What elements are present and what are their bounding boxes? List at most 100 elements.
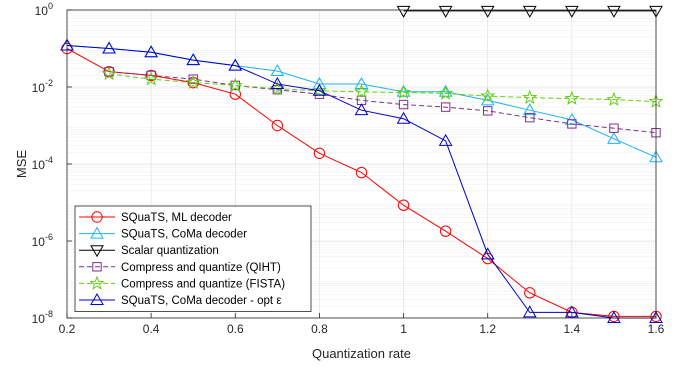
series-triangle-down (396, 5, 663, 18)
legend-marker (89, 275, 105, 290)
data-point (398, 99, 409, 110)
y-tick-exponent: -6 (45, 232, 53, 242)
data-point (607, 131, 621, 144)
data-point (439, 225, 452, 237)
data-point (354, 76, 369, 89)
data-point (102, 41, 116, 54)
data-point (525, 112, 535, 123)
data-point (564, 5, 579, 18)
data-point (607, 310, 621, 323)
series-triangle (60, 38, 663, 323)
data-point (480, 88, 496, 103)
legend-box (74, 205, 312, 312)
series-line (109, 73, 657, 102)
x-tick-label: 1.2 (479, 322, 496, 336)
data-point (311, 82, 327, 98)
data-point (186, 53, 201, 66)
data-point (396, 111, 411, 124)
y-tick-label: 10-2 (32, 78, 53, 95)
y-tick-exponent: -4 (45, 155, 53, 165)
x-tick-label: 1.4 (564, 322, 581, 336)
data-point (649, 5, 663, 18)
y-tick-label: 10-8 (32, 309, 53, 326)
data-point (607, 5, 621, 18)
data-point (483, 106, 493, 116)
legend-entry: Scalar quantization (121, 245, 219, 257)
data-point (396, 84, 411, 97)
data-point (101, 65, 117, 81)
y-tick-base: 10 (32, 81, 46, 95)
x-tick-label: 1 (400, 322, 407, 336)
data-point (353, 83, 370, 99)
y-tick-base: 10 (35, 4, 49, 18)
data-point (312, 83, 327, 96)
axis-ticks: 0.2 0.4 0.6 0.8 1 1.2 1.4 1.610-810-610-410-210… (32, 1, 665, 336)
y-tick-base: 10 (32, 158, 46, 172)
data-point (524, 287, 536, 299)
data-point (397, 199, 410, 211)
data-point (354, 103, 369, 116)
y-axis-label: MSE (14, 150, 29, 179)
data-point (270, 64, 285, 77)
series-line (66, 44, 656, 319)
data-point (227, 77, 243, 92)
y-tick-exponent: -2 (45, 78, 53, 88)
data-point (144, 45, 159, 58)
legend-marker (90, 226, 104, 239)
data-point (522, 5, 537, 18)
series-group (60, 5, 664, 323)
data-point (355, 166, 368, 179)
data-point (313, 147, 326, 159)
data-point (522, 103, 537, 116)
data-point (564, 90, 580, 106)
data-point (228, 58, 243, 71)
data-point (438, 5, 453, 18)
data-point (314, 89, 325, 99)
legend-marker (90, 292, 104, 305)
legend-entry: SQuaTS, CoMa decoder - opt ε (121, 295, 281, 307)
data-point (271, 119, 284, 132)
legend-entry: SQuaTS, ML decoder (121, 212, 232, 224)
x-axis-label: Quantization rate (312, 346, 411, 361)
x-tick-label: 1.6 (648, 322, 665, 336)
series-line (66, 48, 656, 317)
data-point (522, 89, 538, 105)
data-point (440, 102, 451, 112)
legend-marker (91, 211, 103, 223)
y-tick-label: 10-6 (32, 232, 53, 249)
x-tick-label: 0.2 (59, 322, 76, 336)
x-tick-label: 0.4 (143, 322, 160, 336)
data-point (649, 310, 663, 323)
data-point (567, 119, 577, 129)
y-tick-exponent: 0 (48, 1, 53, 11)
data-point (272, 85, 283, 95)
y-tick-base: 10 (32, 312, 46, 326)
legend-entry: SQuaTS, CoMa decoder (121, 229, 247, 241)
data-point (270, 76, 285, 89)
data-point (609, 123, 619, 133)
legend: SQuaTS, ML decoder SQuaTS, CoMa decoder Sc… (74, 205, 312, 312)
data-point (438, 133, 453, 146)
legend-marker (90, 245, 104, 258)
data-point (438, 85, 454, 100)
data-point (606, 91, 622, 107)
legend-entry: Compress and quantize (FISTA) (121, 278, 285, 290)
data-point (145, 69, 157, 82)
x-tick-label: 0.6 (227, 322, 244, 336)
legend-marker (92, 262, 102, 272)
series-star (101, 65, 664, 108)
data-point (480, 247, 495, 260)
data-point (312, 76, 327, 89)
y-tick-label: 100 (35, 1, 53, 18)
legend-entry: Compress and quantize (QIHT) (121, 262, 281, 274)
data-point (480, 5, 495, 18)
data-point (396, 5, 411, 18)
x-tick-label: 0.8 (311, 322, 328, 336)
data-point (143, 71, 159, 86)
data-point (396, 84, 412, 99)
data-point (185, 74, 201, 90)
data-point (522, 305, 537, 318)
y-tick-base: 10 (32, 235, 46, 249)
y-tick-label: 10-4 (32, 155, 53, 172)
